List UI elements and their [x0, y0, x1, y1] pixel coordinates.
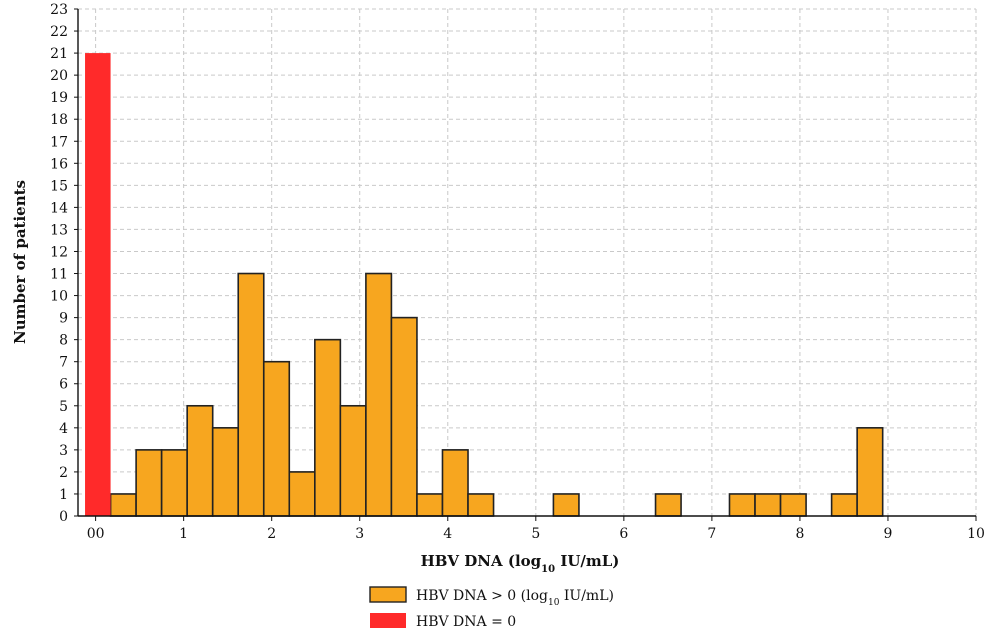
x-tick-label: 5 — [531, 526, 540, 542]
bar-hbv-positive — [754, 493, 782, 517]
bar-hbv-zero — [85, 53, 111, 517]
bar-hbv-positive — [416, 493, 444, 517]
x-tick-label: 2 — [267, 526, 276, 542]
legend-label-hbv-positive: HBV DNA > 0 (log10 IU/mL) — [416, 588, 614, 608]
x-tick-labels: 00 1 2 3 4 5 6 7 8 9 10 — [87, 516, 985, 542]
x-axis-title-subscript: 10 — [541, 564, 555, 575]
y-tick-label: 9 — [59, 311, 68, 327]
x-axis-title-suffix: IU/mL) — [555, 552, 619, 570]
y-tick-label: 11 — [50, 267, 68, 283]
bar-hbv-positive — [135, 449, 163, 517]
bar-hbv-positive — [552, 493, 580, 517]
legend-label-hbv-zero: HBV DNA = 0 — [416, 614, 516, 630]
y-tick-label: 3 — [59, 443, 68, 459]
x-tick-label: 00 — [87, 526, 105, 542]
bar-hbv-positive — [211, 427, 240, 517]
bar-hbv-positive — [467, 493, 495, 517]
y-tick-label: 0 — [59, 509, 68, 525]
x-axis-title-main: HBV DNA (log — [421, 552, 542, 570]
y-tick-label: 7 — [59, 355, 68, 371]
bar-hbv-positive — [160, 449, 188, 517]
y-tick-label: 4 — [59, 421, 68, 437]
y-axis-title: Number of patients — [11, 180, 29, 344]
bar-hbv-positive — [441, 449, 469, 517]
y-tick-label: 14 — [50, 200, 68, 216]
bar-hbv-positive — [779, 493, 807, 517]
bar-hbv-positive — [339, 404, 367, 517]
y-tick-label: 20 — [50, 68, 68, 84]
y-tick-label: 15 — [50, 178, 68, 194]
x-tick-label: 8 — [795, 526, 804, 542]
legend-swatch-hbv-zero — [370, 613, 406, 628]
y-tick-label: 6 — [59, 377, 68, 393]
y-tick-label: 17 — [50, 134, 68, 150]
x-tick-label: 6 — [619, 526, 628, 542]
bar-hbv-positive — [186, 404, 214, 517]
bar-hbv-positive — [262, 360, 291, 517]
x-axis-title: HBV DNA (log10 IU/mL) — [421, 552, 620, 575]
y-tick-label: 16 — [50, 156, 68, 172]
bar-hbv-positive — [390, 316, 418, 517]
y-tick-label: 13 — [50, 222, 68, 238]
y-tick-label: 5 — [59, 399, 68, 415]
y-tick-label: 18 — [50, 112, 68, 128]
y-tick-label: 21 — [50, 46, 68, 62]
x-tick-label: 3 — [355, 526, 364, 542]
x-tick-label: 7 — [707, 526, 716, 542]
y-tick-label: 1 — [59, 487, 68, 503]
y-tick-label: 19 — [50, 90, 68, 106]
bar-hbv-positive — [288, 471, 316, 517]
y-tick-label: 22 — [50, 24, 68, 40]
x-tick-label: 9 — [883, 526, 892, 542]
bar-hbv-positive — [314, 338, 342, 517]
bar-hbv-positive — [237, 272, 265, 517]
x-tick-label: 1 — [179, 526, 188, 542]
axes — [77, 9, 976, 517]
x-tick-label: 10 — [967, 526, 985, 542]
y-tick-label: 23 — [50, 2, 68, 18]
y-tick-label: 10 — [50, 289, 68, 305]
y-tick-label: 12 — [50, 244, 68, 260]
legend: HBV DNA > 0 (log10 IU/mL) HBV DNA = 0 — [369, 586, 614, 630]
bar-hbv-positive — [109, 493, 137, 517]
grid-lines — [78, 8, 977, 516]
legend-swatch-hbv-positive — [369, 586, 407, 603]
y-tick-label: 2 — [59, 465, 68, 481]
bar-hbv-positive — [654, 493, 682, 517]
y-tick-label: 8 — [59, 333, 68, 349]
bar-hbv-positive — [728, 493, 756, 517]
bar-hbv-positive — [365, 272, 393, 517]
bars — [85, 53, 884, 517]
bar-hbv-positive — [830, 493, 858, 517]
x-tick-label: 4 — [443, 526, 452, 542]
bar-hbv-positive — [856, 427, 884, 517]
